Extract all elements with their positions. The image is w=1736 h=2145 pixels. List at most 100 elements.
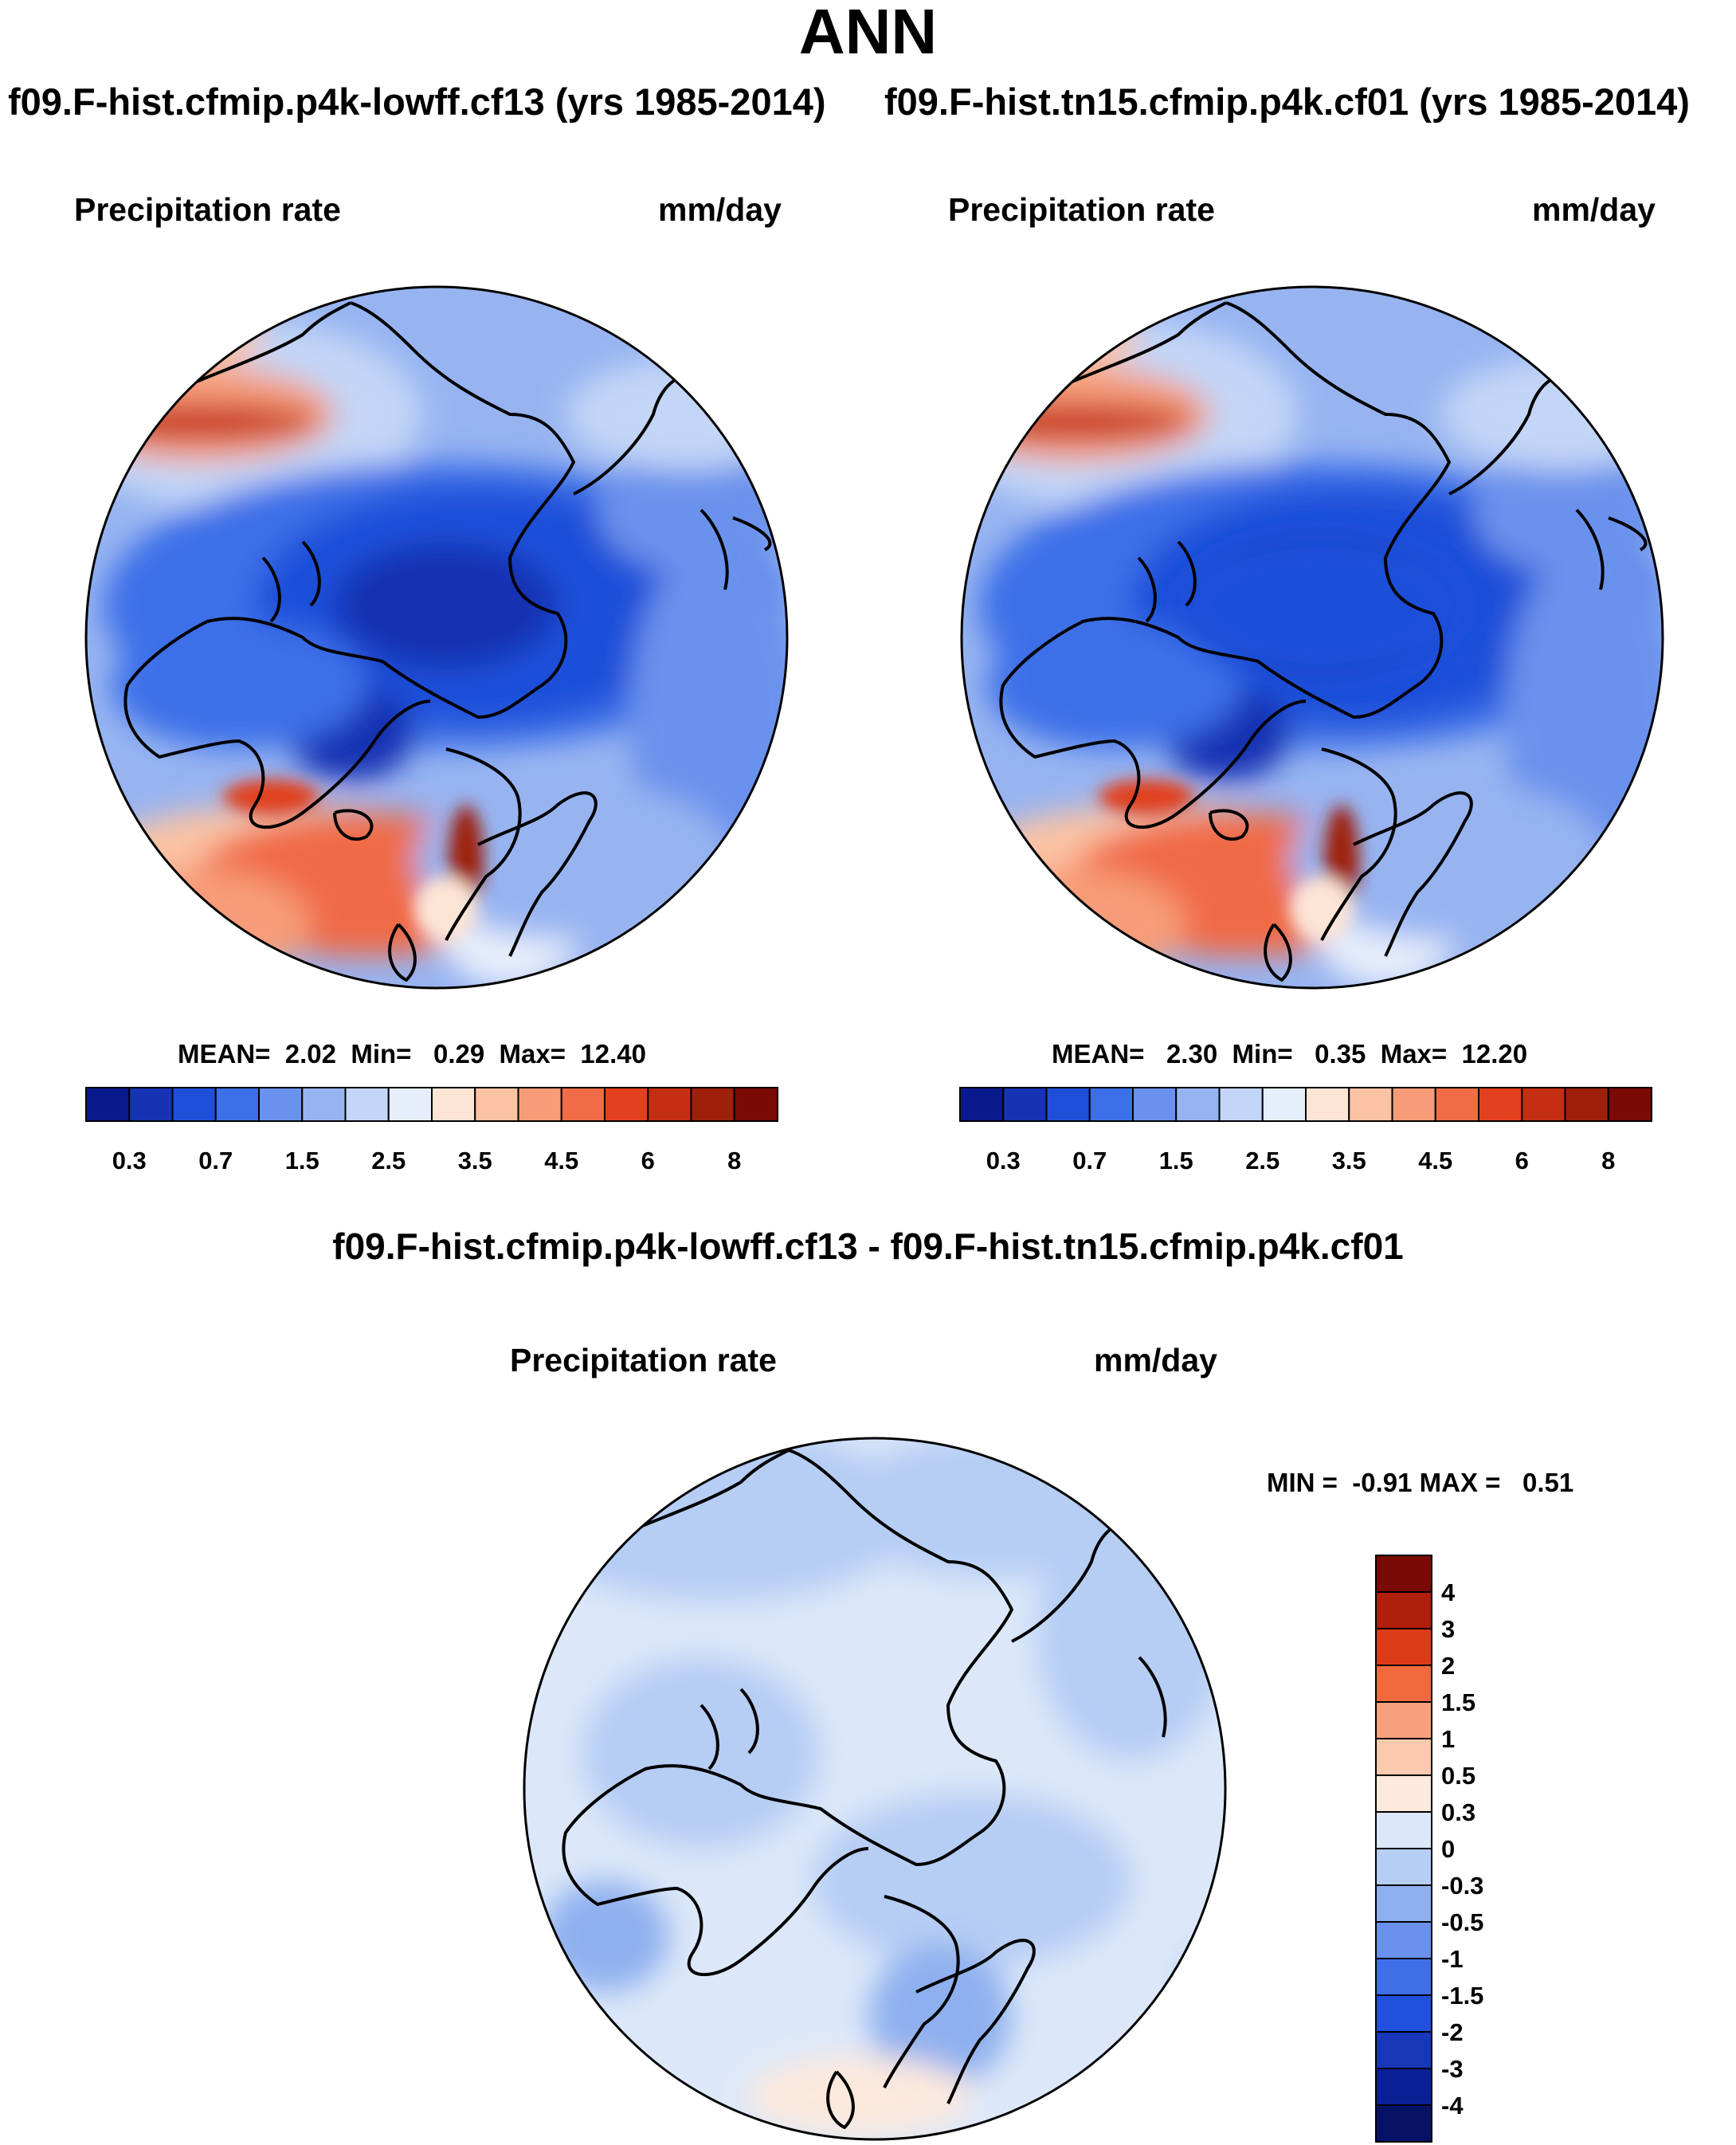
difference-colorbar-tick-label: 1.5 bbox=[1441, 1688, 1475, 1716]
case2-max-label: Max= bbox=[1380, 1039, 1448, 1069]
case2-colorbar-swatch bbox=[1132, 1087, 1178, 1122]
case1-map bbox=[84, 285, 789, 990]
case2-colorbar-tick-label: 6 bbox=[1515, 1147, 1529, 1174]
difference-colorbar-tick-label: 0.3 bbox=[1441, 1798, 1475, 1826]
case2-min-label: Min= bbox=[1232, 1039, 1293, 1069]
case1-colorbar-swatch bbox=[301, 1087, 347, 1122]
difference-title: f09.F-hist.cfmip.p4k-lowff.cf13 - f09.F-… bbox=[332, 1225, 1404, 1267]
case2-colorbar-swatch bbox=[1088, 1087, 1134, 1122]
case2-colorbar-swatch bbox=[1175, 1087, 1221, 1122]
case2-stats: MEAN= 2.30 Min= 0.35 Max= 12.20 bbox=[1052, 1039, 1527, 1069]
difference-colorbar-swatch bbox=[1375, 2068, 1432, 2106]
case2-colorbar-tick-label: 2.5 bbox=[1245, 1147, 1279, 1174]
difference-colorbar-swatch bbox=[1375, 1884, 1432, 1923]
case1-min-label: Min= bbox=[351, 1039, 412, 1069]
figure-title: ANN bbox=[798, 0, 938, 67]
case2-colorbar-tick-label: 3.5 bbox=[1332, 1147, 1366, 1174]
case1-colorbar-tick-label: 2.5 bbox=[371, 1147, 406, 1174]
case1-colorbar-swatch bbox=[517, 1087, 562, 1122]
difference-colorbar-swatch bbox=[1375, 1994, 1432, 2033]
difference-colorbar-tick-label: 0 bbox=[1441, 1835, 1455, 1863]
difference-colorbar-swatch bbox=[1375, 1958, 1432, 1996]
case1-colorbar-swatch bbox=[690, 1087, 735, 1122]
case2-colorbar-swatch bbox=[1002, 1087, 1048, 1122]
case1-title: f09.F-hist.cfmip.p4k-lowff.cf13 (yrs 198… bbox=[8, 80, 826, 123]
diff-max-value: 0.51 bbox=[1522, 1468, 1574, 1497]
case2-colorbar-swatch bbox=[1391, 1087, 1436, 1122]
case1-max-label: Max= bbox=[499, 1039, 566, 1069]
case2-colorbar-tick-label: 4.5 bbox=[1418, 1147, 1452, 1174]
difference-colorbar-tick-label: -2 bbox=[1441, 2018, 1464, 2046]
difference-colorbar-swatch bbox=[1375, 1921, 1432, 1959]
difference-colorbar-swatch bbox=[1375, 1811, 1432, 1849]
difference-colorbar-tick-label: -1 bbox=[1441, 1945, 1464, 1973]
case1-mean-value: 2.02 bbox=[284, 1039, 337, 1069]
case2-colorbar-swatch bbox=[1434, 1087, 1479, 1122]
diff-min-label: MIN = bbox=[1267, 1468, 1338, 1497]
case1-colorbar-tick-label: 3.5 bbox=[458, 1147, 492, 1174]
case1-colorbar-swatch bbox=[647, 1087, 692, 1122]
case1-mean-label: MEAN= bbox=[178, 1039, 271, 1069]
case2-colorbar-swatch bbox=[1564, 1087, 1609, 1122]
difference-colorbar-swatch bbox=[1375, 1701, 1432, 1739]
case1-colorbar-swatch bbox=[214, 1087, 260, 1122]
case1-colorbar-tick-label: 0.3 bbox=[112, 1147, 147, 1174]
case2-colorbar-swatch bbox=[1261, 1087, 1307, 1122]
diff-stats: MIN = -0.91 MAX = 0.51 bbox=[1267, 1468, 1573, 1498]
case1-units-label: mm/day bbox=[658, 191, 782, 228]
difference-colorbar: 4 3 2 1.5 1 0.5 0.3 0 -0.3 -0.5 -1 -1.5 -2 -3 -4 bbox=[1375, 1555, 1483, 2143]
diff-units-label: mm/day bbox=[1094, 1342, 1217, 1378]
difference-colorbar-swatch bbox=[1375, 1738, 1432, 1776]
case2-colorbar-swatch bbox=[1521, 1087, 1566, 1122]
case1-colorbar-swatch bbox=[344, 1087, 390, 1122]
case1-colorbar-swatch bbox=[560, 1087, 605, 1122]
case2-colorbar-swatch bbox=[959, 1087, 1005, 1122]
case2-colorbar-swatch bbox=[1305, 1087, 1350, 1122]
diff-min-value: -0.91 bbox=[1352, 1468, 1413, 1497]
difference-colorbar-swatch bbox=[1375, 1665, 1432, 1703]
difference-colorbar-tick-label: 3 bbox=[1441, 1615, 1455, 1643]
case2-colorbar-swatch bbox=[1045, 1087, 1091, 1122]
difference-colorbar-tick-label: -0.3 bbox=[1441, 1872, 1483, 1900]
case1-colorbar: 0.3 0.7 1.5 2.5 3.5 4.5 6 8 bbox=[85, 1087, 778, 1174]
difference-colorbar-swatch bbox=[1375, 1591, 1432, 1629]
case1-colorbar-tick-label: 8 bbox=[727, 1147, 741, 1174]
case2-map bbox=[960, 285, 1664, 990]
case1-colorbar-swatch bbox=[431, 1087, 476, 1122]
case1-colorbar-swatch bbox=[171, 1087, 217, 1122]
case2-mean-label: MEAN= bbox=[1052, 1039, 1145, 1069]
case2-colorbar-tick-label: 1.5 bbox=[1159, 1147, 1193, 1174]
difference-colorbar-tick-label: 0.5 bbox=[1441, 1762, 1475, 1790]
case1-colorbar-swatch bbox=[387, 1087, 433, 1122]
difference-colorbar-swatch bbox=[1375, 1848, 1432, 1886]
diff-variable-label: Precipitation rate bbox=[510, 1342, 777, 1378]
case2-max-value: 12.20 bbox=[1461, 1039, 1528, 1069]
case2-mean-value: 2.30 bbox=[1166, 1039, 1218, 1069]
case1-colorbar-tick-label: 0.7 bbox=[198, 1147, 233, 1174]
difference-colorbar-swatch bbox=[1375, 2031, 1432, 2069]
difference-colorbar-tick-label: 1 bbox=[1441, 1725, 1455, 1753]
case2-colorbar: 0.3 0.7 1.5 2.5 3.5 4.5 6 8 bbox=[959, 1087, 1652, 1174]
case1-colorbar-swatch bbox=[85, 1087, 131, 1122]
difference-colorbar-swatch bbox=[1375, 1555, 1432, 1593]
case1-stats: MEAN= 2.02 Min= 0.29 Max= 12.40 bbox=[178, 1039, 646, 1069]
diff-max-label: MAX = bbox=[1419, 1468, 1501, 1497]
case2-title: f09.F-hist.tn15.cfmip.p4k.cf01 (yrs 1985… bbox=[884, 80, 1690, 123]
difference-colorbar-tick-label: 2 bbox=[1441, 1652, 1455, 1680]
case2-variable-label: Precipitation rate bbox=[948, 191, 1215, 228]
case2-colorbar-tick-label: 0.7 bbox=[1072, 1147, 1107, 1174]
case2-colorbar-swatch bbox=[1607, 1087, 1652, 1122]
case1-colorbar-tick-label: 4.5 bbox=[544, 1147, 578, 1174]
case2-colorbar-swatch bbox=[1348, 1087, 1393, 1122]
case2-colorbar-tick-label: 8 bbox=[1601, 1147, 1615, 1174]
difference-colorbar-tick-label: -3 bbox=[1441, 2055, 1464, 2083]
case1-colorbar-swatch bbox=[258, 1087, 304, 1122]
case2-colorbar-swatch bbox=[1218, 1087, 1264, 1122]
case1-colorbar-tick-label: 6 bbox=[641, 1147, 655, 1174]
difference-colorbar-tick-label: 4 bbox=[1441, 1578, 1456, 1606]
difference-colorbar-swatch bbox=[1375, 2104, 1432, 2143]
difference-colorbar-tick-label: -1.5 bbox=[1441, 1982, 1483, 2010]
case2-min-value: 0.35 bbox=[1315, 1039, 1366, 1069]
case1-variable-label: Precipitation rate bbox=[74, 191, 341, 228]
